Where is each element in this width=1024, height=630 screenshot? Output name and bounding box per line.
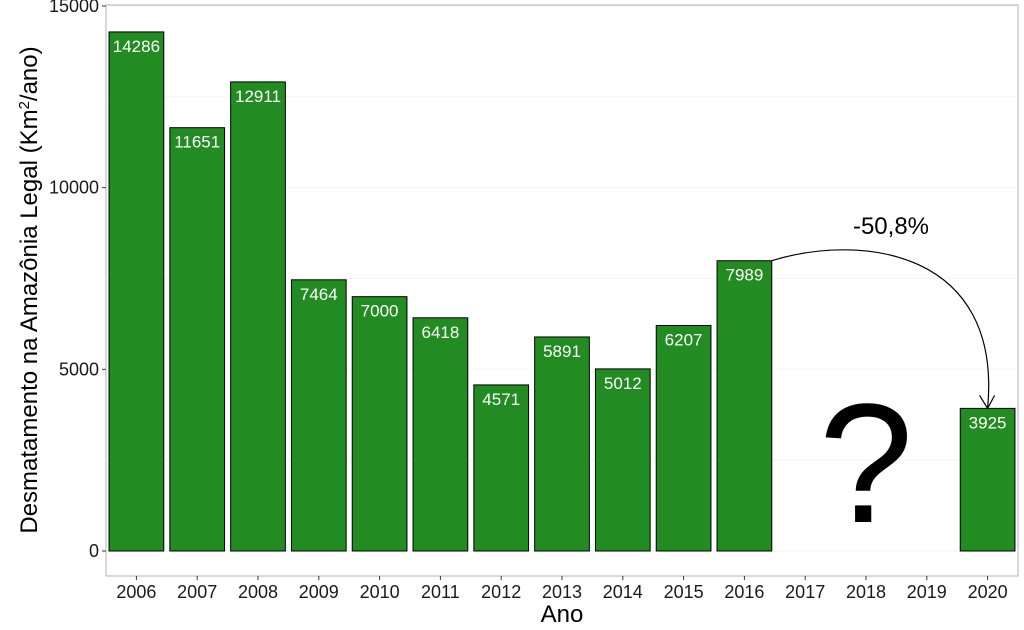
bar-label-2010: 7000 [361,302,399,321]
change-arrowhead [979,395,996,410]
bar-2013 [534,336,590,552]
bar-label-2008: 12911 [235,87,281,106]
bar-2011 [412,317,469,552]
x-tick-label: 2014 [603,582,643,602]
bar-labels: 14286 11651 12911 7464 7000 6418 4571 5891 5012 6… [113,37,1007,432]
bar-2009 [290,279,347,552]
bars [108,31,1016,552]
bar-label-2011: 6418 [421,323,459,342]
bar-label-2015: 6207 [665,330,703,349]
bar-2010 [351,296,408,552]
x-axis-title: Ano [541,601,584,628]
bar-2007 [169,127,226,552]
bar-2012 [473,384,530,552]
bar-2006 [108,31,165,552]
y-axis-title-tail: /ano) [16,46,43,101]
y-tick-label: 0 [89,541,99,561]
x-tick-label: 2012 [481,582,521,602]
x-tick-label: 2007 [177,582,217,602]
bar-label-2020: 3925 [969,413,1007,432]
x-axis-ticks: 2006 2007 2008 2009 2010 2011 2012 2013 2014 2015… [116,576,1008,602]
change-annotation: -50,8% [853,213,929,240]
x-tick-label: 2019 [907,582,947,602]
bar-2014 [594,368,651,552]
x-tick-label: 2017 [785,582,825,602]
change-arrow [771,249,990,409]
bar-2008 [230,81,286,552]
y-tick-label: 5000 [59,359,99,379]
bar-2016 [716,260,773,552]
x-tick-label: 2011 [421,582,460,602]
bar-label-2013: 5891 [543,342,581,361]
y-tick-label: 15000 [49,0,99,16]
y-axis-title-superscript: 2 [16,101,33,109]
bar-label-2006: 14286 [113,37,160,56]
x-tick-label: 2015 [664,582,704,602]
bar-label-2014: 5012 [604,374,642,393]
bar-label-2007: 11651 [174,133,220,152]
bar-label-2012: 4571 [482,390,520,409]
bar-2015 [655,324,712,552]
unknown-question-mark: ? [819,369,914,559]
y-axis-ticks: 0 5000 10000 15000 [49,0,106,561]
y-tick-label: 10000 [49,178,99,198]
x-tick-label: 2006 [116,582,156,602]
x-tick-label: 2008 [238,582,278,602]
x-tick-label: 2013 [542,582,582,602]
x-tick-label: 2009 [299,582,339,602]
bar-label-2016: 7989 [725,266,763,285]
x-tick-label: 2010 [360,582,400,602]
y-axis-title-main: Desmatamento na Amazônia Legal (Km [16,109,43,533]
x-tick-label: 2020 [968,582,1008,602]
x-tick-label: 2016 [724,582,764,602]
bar-2020 [959,407,1016,552]
y-axis-title: Desmatamento na Amazônia Legal (Km2/ano) [16,46,44,533]
x-tick-label: 2018 [846,582,886,602]
bar-label-2009: 7464 [300,285,338,304]
